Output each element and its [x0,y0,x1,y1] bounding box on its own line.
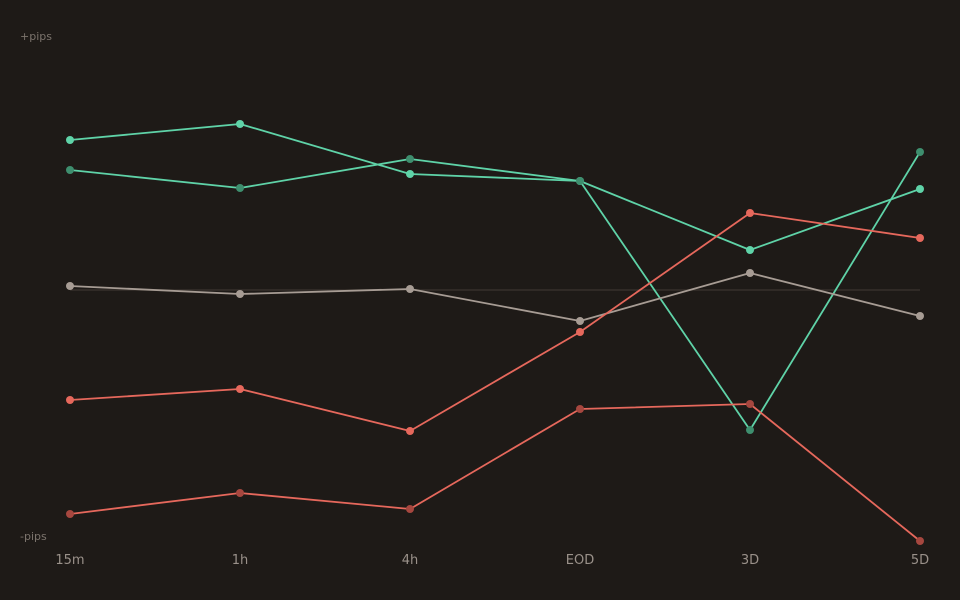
series-1-point-4h [406,170,414,178]
series-4-point-1h [236,385,244,393]
series-4-point-EOD [576,328,584,336]
series-4-point-15m [66,396,74,404]
series-2-point-5D [916,148,924,156]
series-line-2 [69,151,921,431]
series-2-point-EOD [576,177,584,185]
series-3-point-EOD [576,317,584,325]
y-axis-bottom-label: -pips [20,530,47,543]
y-axis-top-label: +pips [20,30,52,43]
series-line-5 [69,403,921,542]
series-5-point-15m [66,510,74,518]
series-1-point-15m [66,136,74,144]
series-3-point-15m [66,282,74,290]
series-5-point-3D [746,400,754,408]
series-5-point-5D [916,537,924,545]
series-1-point-5D [916,185,924,193]
series-3-point-4h [406,285,414,293]
x-tick-label: 3D [741,553,759,568]
series-1-point-3D [746,246,754,254]
series-5-point-4h [406,505,414,513]
series-3-point-1h [236,290,244,298]
x-tick-label: 5D [911,553,929,568]
series-5-point-EOD [576,405,584,413]
series-line-1 [69,123,921,251]
x-tick-label: 1h [232,553,249,568]
series-line-3 [69,272,921,322]
series-4-point-4h [406,427,414,435]
series-4-point-5D [916,234,924,242]
series-5-point-1h [236,489,244,497]
series-4-point-3D [746,209,754,217]
series-2-point-3D [746,426,754,434]
series-2-point-1h [236,184,244,192]
series-2-point-15m [66,166,74,174]
x-tick-label: EOD [566,553,594,568]
series-3-point-3D [746,269,754,277]
series-line-4 [69,212,921,432]
series-3-point-5D [916,312,924,320]
series-1-point-1h [236,120,244,128]
series-2-point-4h [406,155,414,163]
x-tick-label: 15m [55,553,84,568]
x-tick-label: 4h [402,553,419,568]
